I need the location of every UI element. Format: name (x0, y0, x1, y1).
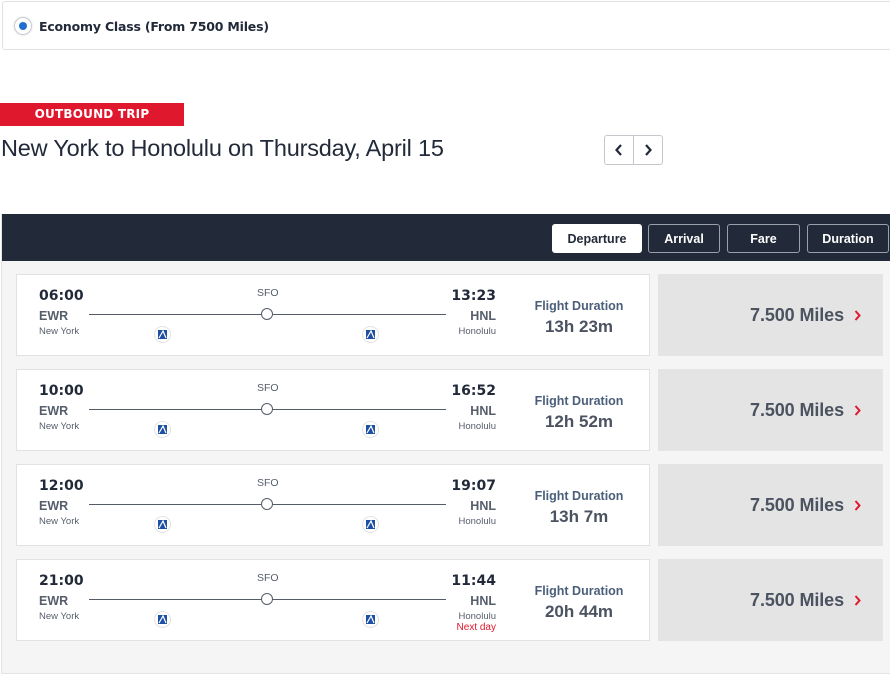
arrival-city: Honolulu (458, 326, 497, 337)
price-label: 7.500 Miles (750, 399, 844, 420)
arrival-airport: HNL (470, 594, 496, 608)
duration-value: 13h 7m (549, 507, 609, 526)
page-title: New York to Honolulu on Thursday, April … (1, 135, 444, 161)
sort-duration-button[interactable]: Duration (807, 224, 889, 253)
select-fare-button[interactable]: 7.500 Miles (658, 274, 883, 356)
duration-value: 12h 52m (544, 412, 614, 431)
airline-logo-icon (154, 516, 171, 533)
economy-radio[interactable] (14, 17, 32, 35)
sort-departure-button[interactable]: Departure (552, 224, 642, 253)
departure-airport: EWR (39, 404, 69, 418)
arrival-time: 19:07 (451, 478, 496, 494)
stop-marker (261, 308, 273, 320)
stop-airport: SFO (257, 477, 279, 489)
sort-fare-button[interactable]: Fare (727, 224, 800, 253)
stop-marker (261, 498, 273, 510)
radio-selected-dot (19, 22, 27, 30)
next-day-button[interactable] (633, 135, 663, 165)
duration-label: Flight Duration (534, 394, 624, 408)
arrival-city: Honolulu (458, 516, 497, 527)
price-label: 7.500 Miles (750, 304, 844, 325)
arrival-city: Honolulu (458, 611, 497, 622)
flight-row[interactable]: 06:00 EWR New York SFO 13:23 HNL Honolul… (16, 274, 650, 356)
chevron-right-icon (854, 499, 861, 511)
sort-bar: Departure Arrival Fare Duration (2, 214, 890, 261)
arrival-time: 16:52 (451, 383, 496, 399)
price-label: 7.500 Miles (750, 494, 844, 515)
sort-arrival-button[interactable]: Arrival (648, 224, 720, 253)
duration-label: Flight Duration (534, 489, 624, 503)
departure-airport: EWR (39, 499, 69, 513)
airline-logo-icon (154, 421, 171, 438)
departure-city: New York (39, 326, 80, 337)
chevron-right-icon (854, 309, 861, 321)
stop-airport: SFO (257, 382, 279, 394)
departure-time: 10:00 (39, 383, 84, 399)
chevron-right-icon (854, 404, 861, 416)
duration-label: Flight Duration (534, 299, 624, 313)
select-fare-button[interactable]: 7.500 Miles (658, 369, 883, 451)
flight-row[interactable]: 12:00 EWR New York SFO 19:07 HNL Honolul… (16, 464, 650, 546)
departure-airport: EWR (39, 309, 69, 323)
arrival-airport: HNL (470, 404, 496, 418)
stop-airport: SFO (257, 287, 279, 299)
airline-logo-icon (362, 421, 379, 438)
airline-logo-icon (362, 611, 379, 628)
fare-class-option[interactable]: Economy Class (From 7500 Miles) (2, 1, 890, 50)
stop-marker (261, 403, 273, 415)
chevron-left-icon (615, 144, 622, 156)
next-day-label: Next day (456, 622, 496, 633)
select-fare-button[interactable]: 7.500 Miles (658, 464, 883, 546)
duration-value: 20h 44m (544, 602, 614, 621)
select-fare-button[interactable]: 7.500 Miles (658, 559, 883, 641)
previous-day-button[interactable] (604, 135, 634, 165)
chevron-right-icon (854, 594, 861, 606)
airline-logo-icon (362, 516, 379, 533)
flight-results-panel: Departure Arrival Fare Duration 06:00 EW… (1, 214, 890, 674)
price-label: 7.500 Miles (750, 589, 844, 610)
fare-class-label: Economy Class (From 7500 Miles) (39, 19, 269, 34)
departure-city: New York (39, 421, 80, 432)
airline-logo-icon (362, 326, 379, 343)
chevron-right-icon (645, 144, 652, 156)
arrival-airport: HNL (470, 309, 496, 323)
departure-time: 12:00 (39, 478, 84, 494)
outbound-trip-tag: OUTBOUND TRIP (0, 103, 184, 126)
arrival-time: 13:23 (451, 288, 496, 304)
flight-row[interactable]: 10:00 EWR New York SFO 16:52 HNL Honolul… (16, 369, 650, 451)
departure-airport: EWR (39, 594, 69, 608)
flight-row[interactable]: 21:00 EWR New York SFO 11:44 HNL Honolul… (16, 559, 650, 641)
duration-label: Flight Duration (534, 584, 624, 598)
stop-airport: SFO (257, 572, 279, 584)
arrival-time: 11:44 (451, 573, 496, 589)
departure-city: New York (39, 516, 80, 527)
departure-time: 21:00 (39, 573, 84, 589)
arrival-city: Honolulu (458, 421, 497, 432)
airline-logo-icon (154, 611, 171, 628)
arrival-airport: HNL (470, 499, 496, 513)
airline-logo-icon (154, 326, 171, 343)
departure-time: 06:00 (39, 288, 84, 304)
duration-value: 13h 23m (544, 317, 614, 336)
departure-city: New York (39, 611, 80, 622)
stop-marker (261, 593, 273, 605)
